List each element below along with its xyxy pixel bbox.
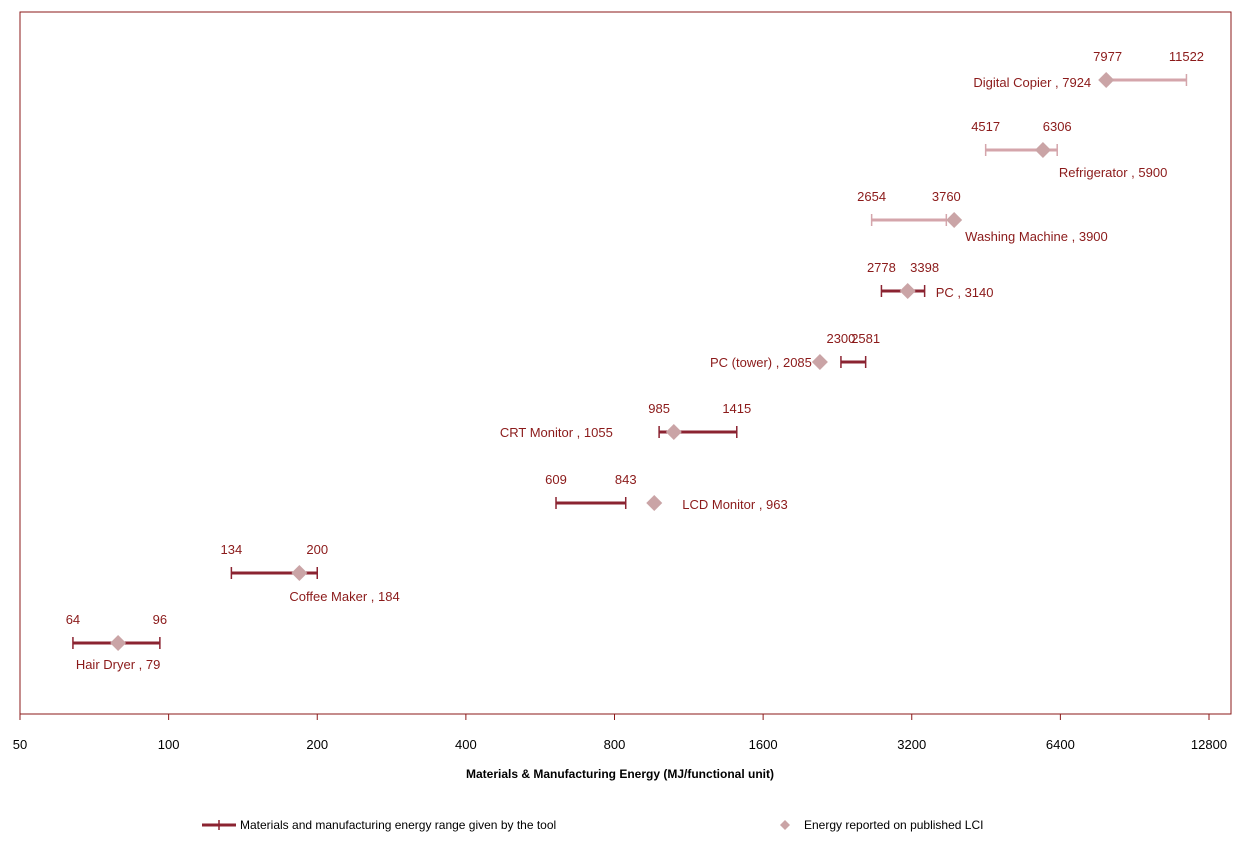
x-tick-label: 50	[13, 737, 27, 752]
reported-point	[899, 283, 916, 299]
item-label: Hair Dryer , 79	[76, 657, 161, 672]
reported-point	[291, 565, 308, 581]
plot-frame	[19, 11, 1232, 715]
x-tick-label: 200	[306, 737, 328, 752]
reported-point	[811, 354, 828, 370]
range-high-label: 96	[153, 612, 167, 627]
range-low-label: 2300	[826, 331, 855, 346]
range-high-label: 2581	[851, 331, 880, 346]
range-low-label: 2654	[857, 189, 886, 204]
reported-point	[1034, 142, 1051, 158]
x-tick-label: 1600	[749, 737, 778, 752]
item-label: Washing Machine , 3900	[965, 229, 1108, 244]
item-label: LCD Monitor , 963	[682, 497, 788, 512]
reported-point	[646, 495, 663, 511]
range-high-label: 3398	[910, 260, 939, 275]
reported-point	[110, 635, 127, 651]
item-label: Digital Copier , 7924	[973, 75, 1091, 90]
reported-point	[946, 212, 963, 228]
range-low-label: 134	[221, 542, 243, 557]
item-label: Coffee Maker , 184	[289, 589, 399, 604]
x-axis: 50 100 200 400 800 1600 3200 6400 12800	[13, 714, 1227, 752]
range-high-label: 200	[306, 542, 328, 557]
chart-marks: 64 96 Hair Dryer , 79 134 200 Coffee Maker , …	[66, 49, 1204, 672]
item-label: PC (tower) , 2085	[710, 355, 812, 370]
legend-range-label: Materials and manufacturing energy range…	[240, 818, 556, 832]
range-low-label: 7977	[1093, 49, 1122, 64]
range-high-label: 843	[615, 472, 637, 487]
range-low-label: 985	[648, 401, 670, 416]
x-tick-label: 400	[455, 737, 477, 752]
reported-point	[665, 424, 682, 440]
range-low-label: 64	[66, 612, 80, 627]
item-label: Refrigerator , 5900	[1059, 165, 1167, 180]
item-label: PC , 3140	[936, 285, 994, 300]
range-high-label: 11522	[1169, 49, 1204, 64]
x-axis-title: Materials & Manufacturing Energy (MJ/fun…	[466, 767, 774, 781]
range-low-label: 4517	[971, 119, 1000, 134]
legend: Materials and manufacturing energy range…	[202, 818, 983, 832]
range-low-label: 2778	[867, 260, 896, 275]
range-low-label: 609	[545, 472, 567, 487]
range-high-label: 3760	[932, 189, 961, 204]
item-label: CRT Monitor , 1055	[500, 425, 613, 440]
legend-point-label: Energy reported on published LCI	[804, 818, 983, 832]
x-tick-label: 3200	[897, 737, 926, 752]
x-tick-label: 6400	[1046, 737, 1075, 752]
legend-point-swatch	[780, 820, 790, 830]
x-tick-label: 100	[158, 737, 180, 752]
x-tick-label: 800	[604, 737, 626, 752]
range-high-label: 1415	[722, 401, 751, 416]
x-tick-label: 12800	[1191, 737, 1227, 752]
reported-point	[1098, 72, 1115, 88]
range-high-label: 6306	[1043, 119, 1072, 134]
